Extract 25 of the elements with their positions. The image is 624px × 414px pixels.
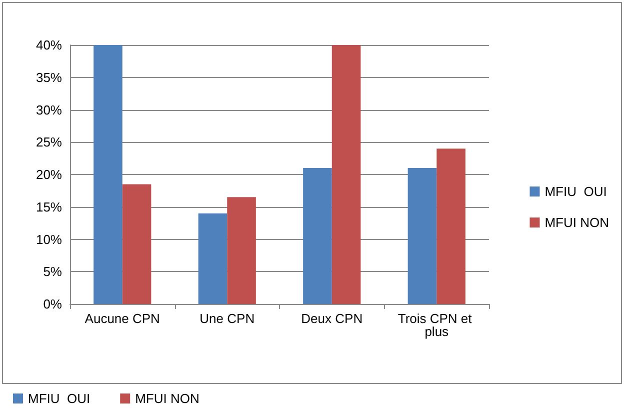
x-tick-label: Deux CPN bbox=[301, 311, 363, 326]
x-tick-label: Une CPN bbox=[200, 311, 255, 326]
y-tick-label: 25% bbox=[36, 134, 62, 150]
legend-label: MFUI NON bbox=[544, 215, 610, 230]
text: MFUI NON bbox=[135, 391, 200, 406]
y-tick-label: 20% bbox=[36, 167, 62, 182]
y-tick-label: 15% bbox=[36, 199, 62, 214]
bar bbox=[122, 184, 152, 304]
bar bbox=[408, 168, 437, 304]
x-tick-label: Aucune CPN bbox=[84, 311, 160, 326]
bar bbox=[198, 213, 228, 304]
x-tick-label: Trois CPN et plus bbox=[398, 311, 476, 339]
y-tick-label: 0% bbox=[43, 296, 62, 312]
text: MFIU OUI bbox=[544, 184, 607, 199]
bar bbox=[332, 45, 361, 304]
y-tick-label: 35% bbox=[36, 70, 62, 85]
y-tick-label: 10% bbox=[36, 232, 62, 247]
bar bbox=[303, 168, 332, 304]
y-tick-label: 30% bbox=[36, 102, 62, 118]
bar bbox=[94, 45, 122, 304]
bar bbox=[227, 197, 256, 304]
legend-label: MFIU OUI bbox=[28, 391, 90, 406]
y-tick-label: 5% bbox=[43, 264, 62, 280]
y-tick-label: 40% bbox=[36, 38, 62, 52]
bar bbox=[436, 148, 466, 304]
